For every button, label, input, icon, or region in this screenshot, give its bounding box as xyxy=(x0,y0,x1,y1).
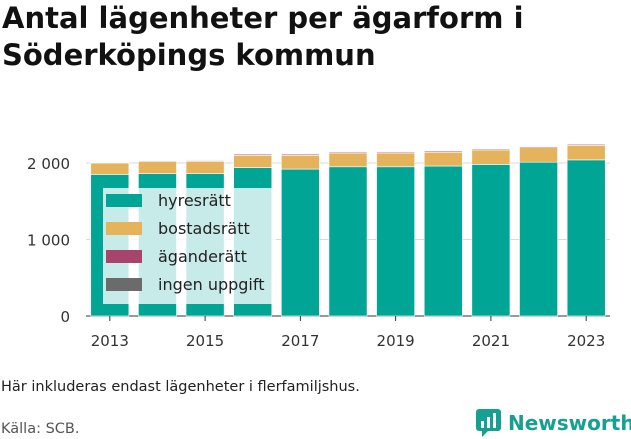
bar-segment xyxy=(138,161,177,174)
bar-segment xyxy=(471,164,511,317)
bar-segment xyxy=(566,159,606,317)
bar-segment xyxy=(233,153,273,155)
bar-segment xyxy=(281,153,320,155)
bar-segment xyxy=(281,155,320,170)
newsworthy-logo-icon xyxy=(476,409,501,437)
y-tick-label: 2 000 xyxy=(27,155,70,173)
legend-swatch xyxy=(106,194,142,207)
x-tick-label: 2017 xyxy=(281,332,319,350)
x-tick-label: 2015 xyxy=(186,332,224,350)
bar-segment xyxy=(519,145,558,147)
bar-segment xyxy=(566,143,606,145)
bar-segment xyxy=(328,166,368,317)
stacked-bar-chart: 0 1 000 2 000 2013 2015 2017 2019 2021 2023 hyr… xyxy=(27,143,610,350)
y-tick-label: 1 000 xyxy=(27,231,70,249)
x-tick-label: 2023 xyxy=(567,332,605,350)
bar-segment xyxy=(376,166,415,317)
legend-swatch xyxy=(106,278,142,291)
legend-label: ingen uppgift xyxy=(158,275,265,294)
bar-segment xyxy=(328,152,368,168)
bar-segment xyxy=(328,151,368,153)
legend-swatch xyxy=(106,222,142,235)
legend: hyresrätt bostadsrätt äganderätt ingen uppg… xyxy=(103,188,276,304)
bar-segment xyxy=(471,147,511,150)
bar-segment xyxy=(376,151,415,153)
bar-segment xyxy=(185,161,225,174)
y-axis-ticks: 0 1 000 2 000 xyxy=(27,155,70,326)
y-tick-label: 0 xyxy=(60,308,70,326)
bar-segment xyxy=(233,155,273,168)
legend-label: äganderätt xyxy=(158,247,247,266)
x-axis-ticks: 2013 2015 2017 2019 2021 2023 xyxy=(91,316,605,350)
bar-segment xyxy=(471,149,511,165)
bar-segment xyxy=(423,151,463,167)
bar-segment xyxy=(376,152,415,168)
bar-segment xyxy=(519,161,558,317)
x-tick-label: 2013 xyxy=(91,332,129,350)
bar-segment xyxy=(281,168,320,317)
bar-segment xyxy=(90,162,130,175)
x-tick-label: 2021 xyxy=(472,332,510,350)
bar-segment xyxy=(423,150,463,152)
bar-segment xyxy=(519,147,558,163)
chart-title: Antal lägenheter per ägarform i Söderköp… xyxy=(2,1,524,72)
bar-segment xyxy=(566,145,606,161)
newsworthy-logo-text: Newsworthy xyxy=(508,411,631,435)
bar-segment xyxy=(185,159,225,161)
legend-label: bostadsrätt xyxy=(158,219,250,238)
legend-swatch xyxy=(106,250,142,263)
bar-segment xyxy=(423,165,463,317)
legend-label: hyresrätt xyxy=(158,191,231,210)
newsworthy-logo[interactable]: Newsworthy xyxy=(476,408,631,438)
x-tick-label: 2019 xyxy=(377,332,415,350)
chart-note: Här inkluderas endast lägenheter i flerf… xyxy=(1,379,360,395)
chart-source: Källa: SCB. xyxy=(1,421,80,437)
